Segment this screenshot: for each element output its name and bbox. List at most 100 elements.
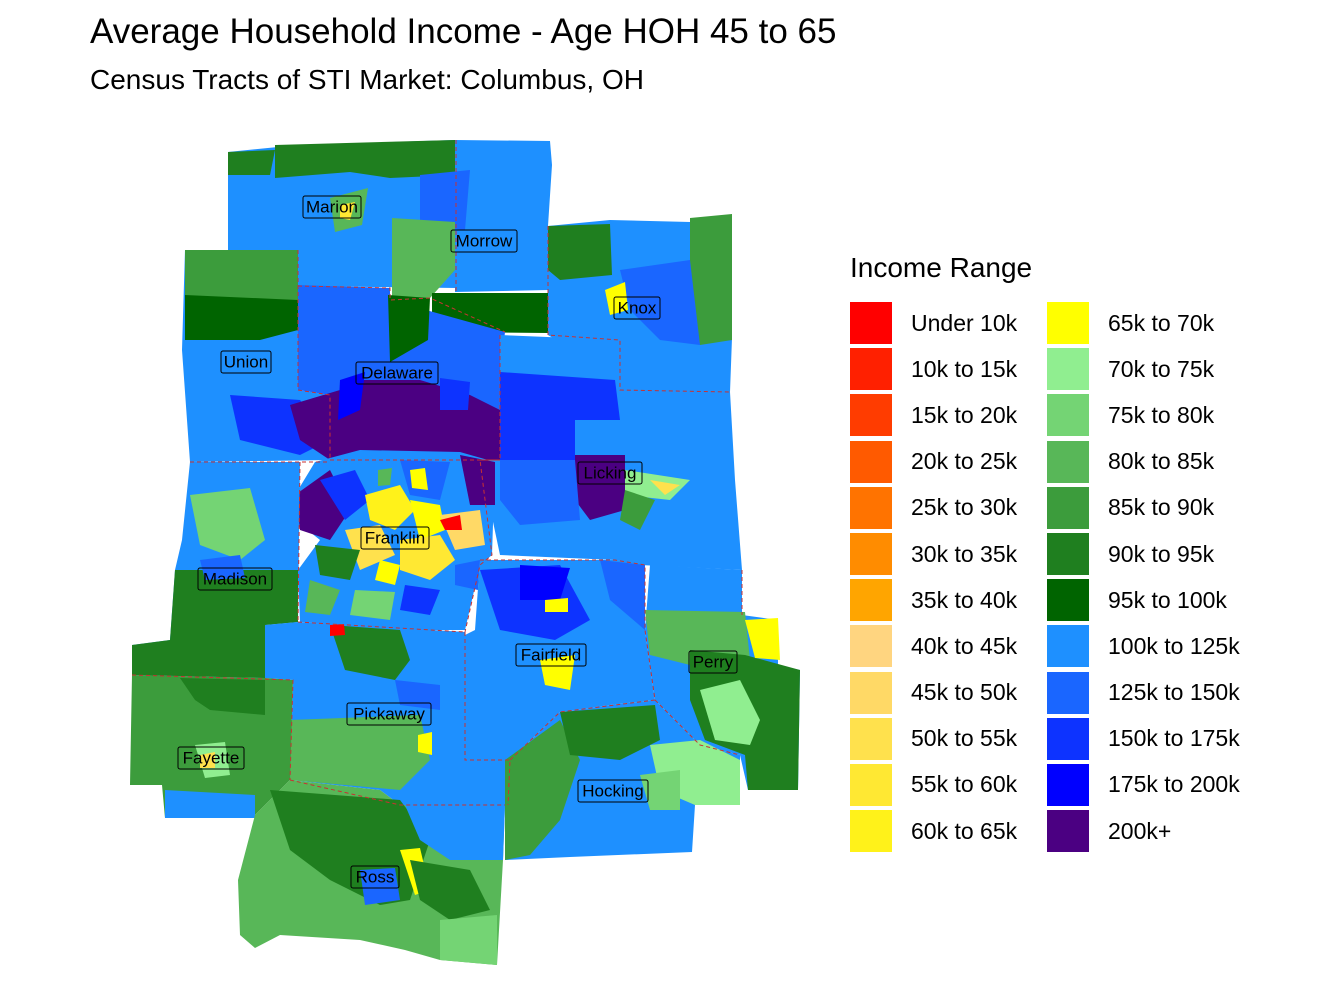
legend-item: 35k to 40k: [850, 577, 1047, 623]
legend-item: 45k to 50k: [850, 670, 1047, 716]
legend-label: 175k to 200k: [1108, 771, 1240, 798]
county-label-fayette: Fayette: [177, 746, 245, 770]
legend-swatch: [1047, 625, 1089, 668]
legend-swatch: [1047, 763, 1089, 806]
county-label-delaware: Delaware: [355, 361, 439, 385]
svg-text:Union: Union: [224, 353, 268, 372]
county-franklin: [295, 450, 495, 630]
legend-label: 15k to 20k: [911, 401, 1018, 428]
legend-swatch: [850, 440, 892, 483]
county-madison: [132, 462, 300, 678]
legend-item: 95k to 100k: [1047, 577, 1244, 623]
legend-item: 150k to 175k: [1047, 716, 1244, 762]
county-label-union: Union: [220, 350, 272, 374]
legend-label: 10k to 15k: [911, 355, 1018, 382]
legend-label: 90k to 95k: [1108, 540, 1215, 567]
legend-swatch: [850, 533, 892, 576]
legend-swatch: [1047, 302, 1089, 345]
legend-item: 15k to 20k: [850, 392, 1047, 438]
legend-column-left: Under 10k 10k to 15k 15k to 20k 20k to 25k 2…: [850, 300, 1047, 854]
county-label-pickaway: Pickaway: [346, 702, 432, 726]
county-label-ross: Ross: [350, 865, 400, 889]
legend-label: Under 10k: [911, 309, 1018, 336]
svg-text:Delaware: Delaware: [361, 364, 433, 383]
legend-label: 65k to 70k: [1108, 309, 1215, 336]
legend-swatch: [1047, 671, 1089, 714]
legend-swatch: [850, 717, 892, 760]
legend-label: 30k to 35k: [911, 540, 1018, 567]
legend-swatch: [1047, 810, 1089, 853]
legend-swatch: [850, 302, 892, 345]
legend-label: 20k to 25k: [911, 448, 1018, 475]
map-subtitle: Census Tracts of STI Market: Columbus, O…: [90, 64, 644, 95]
legend: Income Range Under 10k 10k to 15k 15k to 2…: [850, 252, 1244, 854]
county-label-fairfield: Fairfield: [515, 643, 587, 667]
legend-label: 45k to 50k: [911, 679, 1018, 706]
legend-item: 55k to 60k: [850, 762, 1047, 808]
legend-label: 40k to 45k: [911, 632, 1018, 659]
svg-text:Pickaway: Pickaway: [353, 705, 425, 724]
legend-swatch: [1047, 533, 1089, 576]
county-label-morrow: Morrow: [450, 229, 518, 253]
legend-swatch: [850, 810, 892, 853]
county-label-licking: Licking: [577, 461, 643, 485]
legend-label: 70k to 75k: [1108, 355, 1215, 382]
county-boundaries: [131, 140, 743, 806]
svg-text:Licking: Licking: [584, 464, 637, 483]
county-label-marion: Marion: [302, 195, 362, 219]
legend-swatch: [1047, 717, 1089, 760]
legend-item: 10k to 15k: [850, 346, 1047, 392]
legend-label: 25k to 30k: [911, 494, 1018, 521]
legend-label: 150k to 175k: [1108, 725, 1240, 752]
legend-item: 200k+: [1047, 808, 1244, 854]
legend-swatch: [1047, 486, 1089, 529]
legend-label: 100k to 125k: [1108, 632, 1240, 659]
legend-columns: Under 10k 10k to 15k 15k to 20k 20k to 25k 2…: [850, 300, 1244, 854]
legend-item: Under 10k: [850, 300, 1047, 346]
legend-item: 175k to 200k: [1047, 762, 1244, 808]
legend-label: 75k to 80k: [1108, 401, 1215, 428]
legend-item: 75k to 80k: [1047, 392, 1244, 438]
svg-text:Marion: Marion: [306, 198, 358, 217]
svg-text:Fairfield: Fairfield: [521, 646, 581, 665]
svg-text:Fayette: Fayette: [183, 749, 240, 768]
svg-text:Hocking: Hocking: [582, 782, 643, 801]
legend-column-right: 65k to 70k 70k to 75k 75k to 80k 80k to 85k…: [1047, 300, 1244, 854]
county-delaware: [290, 285, 505, 460]
county-perry: [645, 565, 800, 790]
legend-swatch: [850, 394, 892, 437]
legend-label: 55k to 60k: [911, 771, 1018, 798]
legend-label: 35k to 40k: [911, 586, 1018, 613]
legend-label: 85k to 90k: [1108, 494, 1215, 521]
svg-text:Franklin: Franklin: [365, 529, 425, 548]
legend-item: 90k to 95k: [1047, 531, 1244, 577]
legend-item: 80k to 85k: [1047, 439, 1244, 485]
svg-text:Knox: Knox: [618, 299, 657, 318]
legend-label: 95k to 100k: [1108, 586, 1227, 613]
legend-item: 100k to 125k: [1047, 623, 1244, 669]
legend-item: 30k to 35k: [850, 531, 1047, 577]
legend-swatch: [850, 625, 892, 668]
legend-label: 50k to 55k: [911, 725, 1018, 752]
legend-item: 25k to 30k: [850, 485, 1047, 531]
legend-item: 65k to 70k: [1047, 300, 1244, 346]
county-label-hocking: Hocking: [577, 779, 649, 803]
legend-item: 70k to 75k: [1047, 346, 1244, 392]
county-label-madison: Madison: [197, 567, 273, 591]
legend-label: 125k to 150k: [1108, 679, 1240, 706]
legend-swatch: [1047, 440, 1089, 483]
legend-swatch: [850, 348, 892, 391]
county-fairfield: [465, 560, 655, 760]
legend-item: 85k to 90k: [1047, 485, 1244, 531]
legend-swatch: [850, 671, 892, 714]
legend-title: Income Range: [850, 252, 1033, 283]
legend-item: 40k to 45k: [850, 623, 1047, 669]
legend-swatch: [850, 763, 892, 806]
legend-swatch: [1047, 348, 1089, 391]
county-union: [182, 250, 330, 462]
legend-item: 20k to 25k: [850, 439, 1047, 485]
svg-text:Madison: Madison: [203, 570, 267, 589]
map-title: Average Household Income - Age HOH 45 to…: [90, 12, 837, 51]
legend-label: 200k+: [1108, 817, 1172, 844]
